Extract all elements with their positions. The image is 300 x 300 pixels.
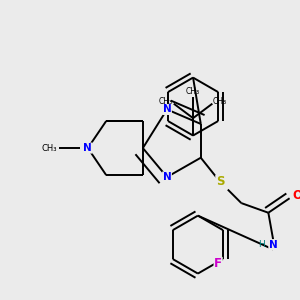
- Text: H: H: [258, 240, 265, 249]
- Text: CH₃: CH₃: [186, 87, 200, 96]
- Text: CH₃: CH₃: [159, 97, 173, 106]
- Text: N: N: [83, 143, 92, 153]
- Text: CH₃: CH₃: [213, 97, 227, 106]
- Text: F: F: [214, 257, 222, 270]
- Text: O: O: [292, 189, 300, 202]
- Text: N: N: [163, 104, 171, 115]
- Text: S: S: [216, 176, 224, 188]
- Text: N: N: [269, 240, 278, 250]
- Text: CH₃: CH₃: [41, 144, 57, 153]
- Text: N: N: [163, 172, 171, 182]
